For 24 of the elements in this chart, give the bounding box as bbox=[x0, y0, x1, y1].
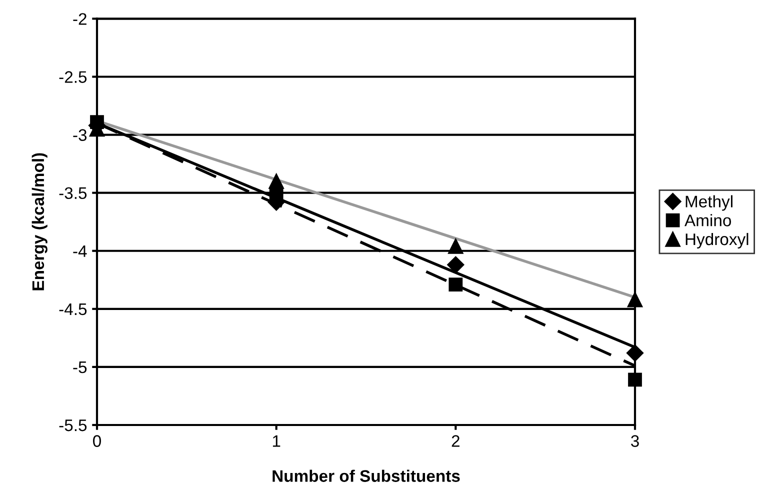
y-tick-label: -5.5 bbox=[59, 420, 87, 432]
y-tick-label: -4 bbox=[73, 245, 87, 257]
x-tick-label: 1 bbox=[272, 435, 280, 447]
legend-label: Hydroxyl bbox=[686, 232, 748, 248]
x-axis-title: Number of Substituents bbox=[272, 470, 460, 482]
y-axis-title: Energy (kcal/mol) bbox=[32, 153, 48, 290]
x-tick-label: 2 bbox=[452, 435, 460, 447]
y-tick-label: -3 bbox=[73, 129, 87, 141]
point bbox=[447, 256, 464, 274]
y-tick-label: -5 bbox=[73, 362, 87, 374]
point bbox=[627, 292, 643, 308]
y-tick-label: -4.5 bbox=[59, 303, 87, 316]
x-tick-label: 3 bbox=[631, 435, 639, 447]
point bbox=[626, 344, 644, 362]
point bbox=[628, 372, 642, 387]
y-tick-label: -2.5 bbox=[59, 71, 87, 83]
point bbox=[448, 278, 463, 292]
x-tick-label: 0 bbox=[93, 435, 101, 447]
legend-label: Methyl bbox=[686, 195, 732, 211]
y-tick-label: -3.5 bbox=[59, 187, 87, 200]
y-tick-label: -2 bbox=[73, 13, 86, 25]
point bbox=[448, 238, 464, 254]
point bbox=[268, 174, 284, 189]
legend-label: Amino bbox=[684, 214, 732, 226]
